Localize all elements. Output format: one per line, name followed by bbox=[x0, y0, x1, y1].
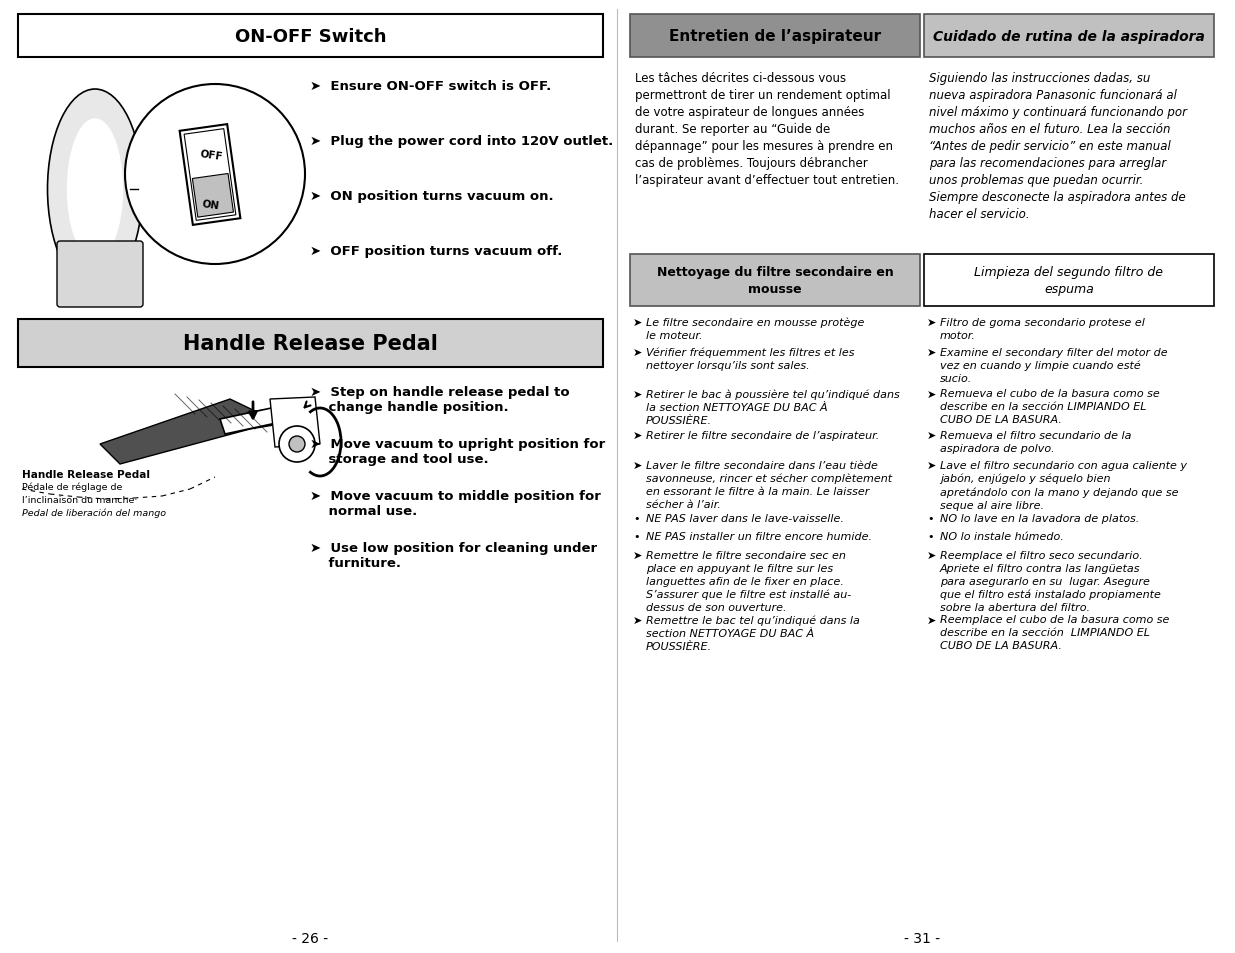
Text: ➤: ➤ bbox=[927, 389, 936, 399]
Text: ➤  Move vacuum to middle position for
    normal use.: ➤ Move vacuum to middle position for nor… bbox=[310, 490, 601, 517]
Text: Vérifier fréquemment les filtres et les
nettoyer lorsqu’ils sont sales.: Vérifier fréquemment les filtres et les … bbox=[646, 348, 855, 371]
Text: Retirer le bac à poussière tel qu’indiqué dans
la section NETTOYAGE DU BAC À
POU: Retirer le bac à poussière tel qu’indiqu… bbox=[646, 389, 900, 425]
Circle shape bbox=[279, 427, 315, 462]
Text: ➤  Step on handle release pedal to
    change handle position.: ➤ Step on handle release pedal to change… bbox=[310, 386, 569, 414]
Bar bbox=[184, 130, 236, 221]
Text: •: • bbox=[927, 532, 934, 542]
Text: NE PAS installer un filtre encore humide.: NE PAS installer un filtre encore humide… bbox=[646, 532, 872, 542]
Text: ➤: ➤ bbox=[634, 551, 642, 560]
Text: ➤: ➤ bbox=[927, 615, 936, 625]
Text: Laver le filtre secondaire dans l’eau tiède
savonneuse, rincer et sécher complèt: Laver le filtre secondaire dans l’eau ti… bbox=[646, 460, 892, 510]
Polygon shape bbox=[270, 397, 320, 448]
Bar bbox=[19, 319, 603, 368]
Text: ➤  ON position turns vacuum on.: ➤ ON position turns vacuum on. bbox=[310, 190, 553, 203]
Text: ON-OFF Switch: ON-OFF Switch bbox=[235, 28, 387, 46]
Ellipse shape bbox=[47, 90, 142, 290]
Text: Filtro de goma secondario protese el
motor.: Filtro de goma secondario protese el mot… bbox=[940, 317, 1145, 340]
Text: •: • bbox=[634, 514, 640, 523]
Text: •: • bbox=[927, 514, 934, 523]
Text: Examine el secondary filter del motor de
vez en cuando y limpie cuando esté
suci: Examine el secondary filter del motor de… bbox=[940, 348, 1167, 384]
Text: Remettre le bac tel qu’indiqué dans la
section NETTOYAGE DU BAC À
POUSSIÈRE.: Remettre le bac tel qu’indiqué dans la s… bbox=[646, 615, 860, 651]
Text: NO lo instale húmedo.: NO lo instale húmedo. bbox=[940, 532, 1063, 542]
Text: - 26 -: - 26 - bbox=[291, 931, 329, 945]
Text: Remueva el cubo de la basura como se
describe en la sección LIMPIANDO EL
CUBO DE: Remueva el cubo de la basura como se des… bbox=[940, 389, 1160, 425]
Circle shape bbox=[289, 436, 305, 453]
Text: ➤: ➤ bbox=[927, 348, 936, 357]
Text: ➤  Plug the power cord into 120V outlet.: ➤ Plug the power cord into 120V outlet. bbox=[310, 135, 614, 148]
Text: ➤: ➤ bbox=[927, 460, 936, 471]
Text: - 31 -: - 31 - bbox=[904, 931, 940, 945]
Text: Pédale de réglage de: Pédale de réglage de bbox=[22, 482, 122, 492]
Text: ➤  Move vacuum to upright position for
    storage and tool use.: ➤ Move vacuum to upright position for st… bbox=[310, 437, 605, 465]
Text: ➤: ➤ bbox=[634, 431, 642, 440]
Text: Remettre le filtre secondaire sec en
place en appuyant le filtre sur les
languet: Remettre le filtre secondaire sec en pla… bbox=[646, 551, 851, 612]
Text: Remueva el filtro secundario de la
aspiradora de polvo.: Remueva el filtro secundario de la aspir… bbox=[940, 431, 1131, 454]
Text: Pedal de liberación del mango: Pedal de liberación del mango bbox=[22, 509, 167, 518]
Text: OFF: OFF bbox=[199, 150, 224, 162]
Text: ➤  Use low position for cleaning under
    furniture.: ➤ Use low position for cleaning under fu… bbox=[310, 541, 598, 569]
Bar bbox=[924, 15, 1214, 58]
Text: •: • bbox=[634, 532, 640, 542]
Polygon shape bbox=[100, 399, 280, 464]
Text: Reemplace el cubo de la basura como se
describe en la sección  LIMPIANDO EL
CUBO: Reemplace el cubo de la basura como se d… bbox=[940, 615, 1170, 650]
Text: ➤: ➤ bbox=[927, 551, 936, 560]
Text: Cuidado de rutina de la aspiradora: Cuidado de rutina de la aspiradora bbox=[934, 30, 1205, 44]
Bar bbox=[630, 254, 920, 307]
Text: l’inclinaison du manche·: l’inclinaison du manche· bbox=[22, 496, 137, 504]
Text: Le filtre secondaire en mousse protège
le moteur.: Le filtre secondaire en mousse protège l… bbox=[646, 317, 864, 341]
Text: ➤  OFF position turns vacuum off.: ➤ OFF position turns vacuum off. bbox=[310, 245, 562, 257]
Text: ➤: ➤ bbox=[927, 431, 936, 440]
Text: ➤: ➤ bbox=[634, 460, 642, 471]
Text: Siguiendo las instrucciones dadas, su
nueva aspiradora Panasonic funcionará al
n: Siguiendo las instrucciones dadas, su nu… bbox=[929, 71, 1187, 221]
Circle shape bbox=[125, 85, 305, 265]
Text: ➤: ➤ bbox=[634, 389, 642, 399]
Ellipse shape bbox=[68, 120, 122, 260]
Bar bbox=[179, 125, 241, 226]
Text: ➤  Ensure ON-OFF switch is OFF.: ➤ Ensure ON-OFF switch is OFF. bbox=[310, 80, 551, 92]
Text: Lave el filtro secundario con agua caliente y
jabón, enjúgelo y séquelo bien
apr: Lave el filtro secundario con agua calie… bbox=[940, 460, 1187, 510]
Bar bbox=[924, 254, 1214, 307]
Text: Retirer le filtre secondaire de l’aspirateur.: Retirer le filtre secondaire de l’aspira… bbox=[646, 431, 879, 440]
Text: Nettoyage du filtre secondaire en
mousse: Nettoyage du filtre secondaire en mousse bbox=[657, 266, 893, 295]
Bar bbox=[193, 174, 233, 218]
Text: ➤: ➤ bbox=[634, 317, 642, 328]
Text: NE PAS laver dans le lave-vaisselle.: NE PAS laver dans le lave-vaisselle. bbox=[646, 514, 844, 523]
Text: ➤: ➤ bbox=[634, 615, 642, 625]
FancyBboxPatch shape bbox=[57, 242, 143, 308]
Text: ON: ON bbox=[201, 198, 220, 211]
Text: Les tâches décrites ci-dessous vous
permettront de tirer un rendement optimal
de: Les tâches décrites ci-dessous vous perm… bbox=[635, 71, 899, 187]
Text: Handle Release Pedal: Handle Release Pedal bbox=[22, 470, 149, 479]
Text: ➤: ➤ bbox=[927, 317, 936, 328]
Text: Limpieza del segundo filtro de
espuma: Limpieza del segundo filtro de espuma bbox=[974, 266, 1163, 295]
Text: NO lo lave en la lavadora de platos.: NO lo lave en la lavadora de platos. bbox=[940, 514, 1139, 523]
Bar bbox=[630, 15, 920, 58]
Text: Entretien de l’aspirateur: Entretien de l’aspirateur bbox=[669, 29, 881, 44]
Text: Reemplace el filtro seco secundario.
Apriete el filtro contra las langüetas
para: Reemplace el filtro seco secundario. Apr… bbox=[940, 551, 1161, 612]
Text: ➤: ➤ bbox=[634, 348, 642, 357]
Bar bbox=[19, 15, 603, 58]
Text: Handle Release Pedal: Handle Release Pedal bbox=[183, 334, 438, 354]
Polygon shape bbox=[220, 405, 295, 435]
